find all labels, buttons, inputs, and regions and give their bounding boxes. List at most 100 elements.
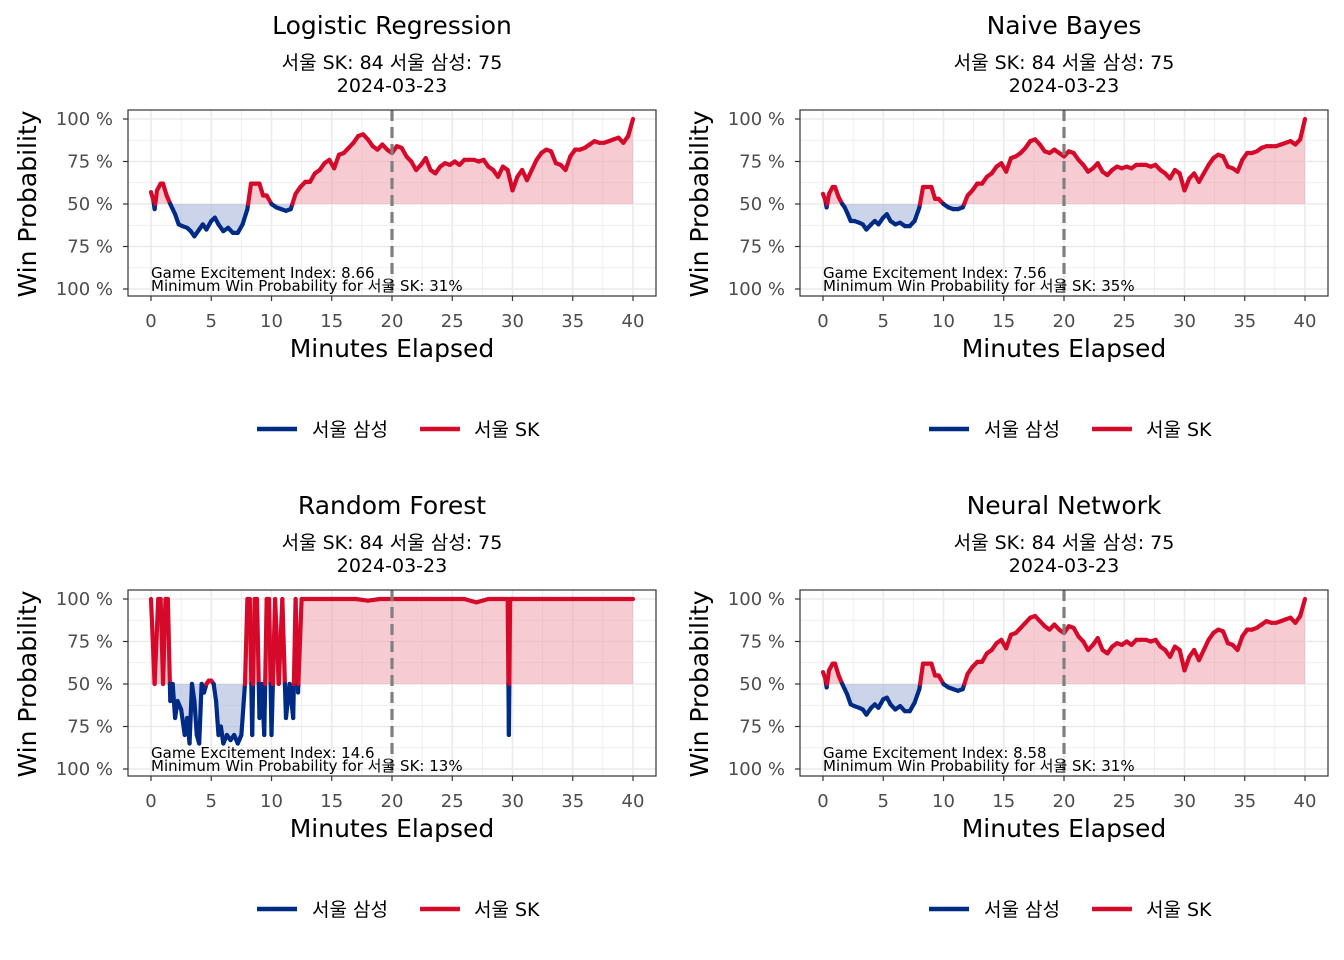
panel-date: 2024-03-23 — [337, 75, 447, 97]
legend-label-home: 서울 삼성 — [984, 419, 1060, 441]
y-tick-label: 50 % — [739, 674, 785, 695]
line-segment — [1235, 157, 1245, 174]
panel-score: 서울 SK: 84 서울 삼성: 75 — [954, 532, 1175, 554]
line-segment — [824, 668, 832, 687]
y-tick-label: 75 % — [67, 237, 113, 258]
annotation-min-win-prob: Minimum Win Probability for 서울 SK: 31% — [823, 757, 1135, 775]
win-prob-line — [148, 116, 636, 239]
line-segment — [1182, 654, 1192, 673]
x-tick-label: 10 — [932, 311, 955, 332]
line-segment — [1235, 634, 1245, 653]
panel-4: Neural Network 서울 SK: 84 서울 삼성: 752024-03… — [685, 491, 1329, 921]
y-axis-title: Win Probability — [685, 590, 714, 777]
line-segment — [917, 184, 926, 207]
annotation-excitement-index: Game Excitement Index: 8.58 — [823, 744, 1047, 762]
x-axis-title: Minutes Elapsed — [962, 334, 1167, 363]
x-tick-label: 15 — [320, 791, 343, 812]
y-tick-label: 75 % — [739, 152, 785, 173]
x-axis-title: Minutes Elapsed — [962, 814, 1167, 843]
panel-title: Naive Bayes — [987, 11, 1142, 40]
annotation-excitement-index: Game Excitement Index: 14.6 — [151, 744, 375, 762]
line-segment — [153, 188, 160, 207]
legend-label-away: 서울 SK — [1146, 899, 1212, 921]
panel-date: 2024-03-23 — [1009, 75, 1119, 97]
line-segment — [280, 596, 288, 687]
y-tick-label: 100 % — [56, 279, 113, 300]
line-segment — [269, 681, 275, 738]
x-tick-label: 15 — [992, 311, 1015, 332]
x-tick-label: 0 — [145, 791, 156, 812]
y-tick-label: 75 % — [739, 632, 785, 653]
line-segment — [251, 596, 257, 687]
legend-label-away: 서울 SK — [1146, 419, 1212, 441]
line-segment — [211, 681, 219, 704]
line-segment — [250, 681, 256, 738]
win-prob-line — [820, 596, 1308, 717]
annotation-min-win-prob: Minimum Win Probability for 서울 SK: 13% — [151, 757, 463, 775]
annotation-excitement-index: Game Excitement Index: 7.56 — [823, 264, 1047, 282]
panel-score: 서울 SK: 84 서울 삼성: 75 — [282, 532, 503, 554]
panel-title: Neural Network — [967, 491, 1162, 520]
y-tick-label: 75 % — [739, 237, 785, 258]
line-segment — [189, 681, 197, 704]
line-segment — [192, 698, 199, 738]
panel-date: 2024-03-23 — [1009, 555, 1119, 577]
x-axis-title: Minutes Elapsed — [290, 334, 495, 363]
y-tick-label: 50 % — [67, 194, 113, 215]
home-area — [151, 204, 633, 237]
y-axis-title: Win Probability — [685, 110, 714, 297]
legend: 서울 삼성 서울 SK — [929, 899, 1212, 921]
y-tick-label: 100 % — [728, 279, 785, 300]
line-segment — [239, 681, 248, 738]
line-segment — [197, 681, 204, 746]
y-tick-label: 100 % — [56, 759, 113, 780]
x-tick-label: 0 — [817, 311, 828, 332]
line-segment — [563, 154, 573, 173]
line-segment — [165, 596, 172, 687]
line-segment — [332, 152, 342, 171]
x-tick-label: 35 — [561, 311, 584, 332]
home-area — [823, 204, 1305, 230]
y-axis-title: Win Probability — [13, 110, 42, 297]
x-tick-label: 15 — [320, 311, 343, 332]
x-tick-label: 25 — [1113, 311, 1136, 332]
panel-title: Logistic Regression — [272, 11, 512, 40]
y-tick-label: 100 % — [728, 589, 785, 610]
line-segment — [548, 149, 558, 166]
x-tick-label: 40 — [1294, 791, 1317, 812]
x-tick-label: 20 — [1053, 791, 1076, 812]
panel-2: Naive Bayes 서울 SK: 84 서울 삼성: 752024-03-23… — [685, 11, 1329, 441]
line-segment — [626, 116, 636, 139]
x-tick-label: 20 — [1053, 311, 1076, 332]
x-tick-label: 10 — [932, 791, 955, 812]
line-segment — [160, 596, 168, 687]
legend-label-home: 서울 삼성 — [312, 419, 388, 441]
x-tick-label: 35 — [1233, 791, 1256, 812]
x-tick-label: 30 — [1173, 311, 1196, 332]
line-segment — [291, 681, 296, 721]
panel-score: 서울 SK: 84 서울 삼성: 75 — [282, 52, 503, 74]
legend-label-home: 서울 삼성 — [984, 899, 1060, 921]
y-tick-label: 75 % — [67, 717, 113, 738]
line-segment — [1004, 156, 1014, 174]
x-tick-label: 5 — [206, 311, 217, 332]
y-tick-label: 100 % — [56, 589, 113, 610]
x-tick-label: 40 — [1294, 311, 1317, 332]
line-segment — [296, 596, 304, 687]
legend: 서울 삼성 서울 SK — [257, 899, 540, 921]
y-tick-label: 50 % — [67, 674, 113, 695]
x-tick-label: 25 — [441, 791, 464, 812]
x-tick-label: 40 — [622, 791, 645, 812]
y-tick-label: 100 % — [728, 759, 785, 780]
x-axis-title: Minutes Elapsed — [290, 814, 495, 843]
annotation-min-win-prob: Minimum Win Probability for 서울 SK: 31% — [151, 277, 463, 295]
win-prob-line — [148, 596, 636, 746]
x-tick-label: 25 — [1113, 791, 1136, 812]
x-tick-label: 30 — [501, 311, 524, 332]
home-area — [823, 684, 1305, 715]
line-segment — [1095, 636, 1105, 653]
legend: 서울 삼성 서울 SK — [257, 419, 540, 441]
x-tick-label: 30 — [501, 791, 524, 812]
y-tick-label: 75 % — [67, 632, 113, 653]
